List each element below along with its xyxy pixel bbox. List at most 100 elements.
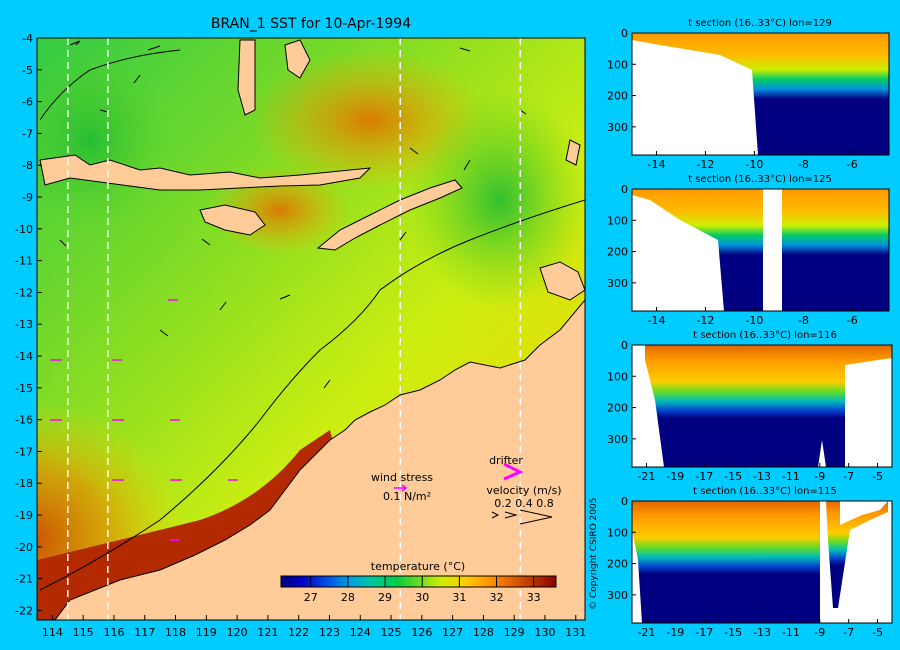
section-y-tick-label: 300 xyxy=(607,277,628,290)
buton-island xyxy=(284,39,311,79)
map-x-tick-label: 114 xyxy=(42,626,63,639)
map-x-tick-label: 115 xyxy=(73,626,94,639)
cool-patch-east xyxy=(410,90,585,310)
tanimbar-island xyxy=(565,139,581,166)
section-panel-2: t section (16..33°C) lon=125 -14 -12 -10 -8… xyxy=(607,174,890,327)
section-4-ocean-field xyxy=(632,501,820,623)
map-y-tick-label: -11 xyxy=(15,255,33,268)
depth-contour-line xyxy=(39,199,585,591)
section-x-tick-label: -8 xyxy=(798,314,809,327)
section-x-tick-label: -8 xyxy=(798,158,809,171)
map-x-tick-label: 123 xyxy=(319,626,340,639)
section-x-tick-label: -21 xyxy=(637,626,655,639)
section-lines xyxy=(67,38,522,620)
section-2-axes: -14 -12 -10 -8 -6 0 100 200 300 xyxy=(607,183,858,327)
section-y-tick-label: 100 xyxy=(607,370,628,383)
section-panel-1: t section (16..33°C) lon=129 -14 -12 -10 -8… xyxy=(607,18,890,171)
map-y-tick-label: -4 xyxy=(22,32,33,45)
section-x-tick-label: -14 xyxy=(647,314,665,327)
section-2-title: t section (16..33°C) lon=125 xyxy=(688,174,832,185)
map-y-tick-label: -15 xyxy=(15,382,33,395)
sulawesi-south-land xyxy=(237,39,256,116)
section-y-tick-label: 0 xyxy=(621,339,628,352)
section-x-tick-label: -21 xyxy=(637,470,655,483)
colorbar-tick-label: 30 xyxy=(415,591,429,604)
colorbar-tick-label: 31 xyxy=(452,591,466,604)
map-x-tick-label: 131 xyxy=(565,626,586,639)
section-1-ocean-field xyxy=(632,33,889,155)
section-x-tick-label: -5 xyxy=(872,470,883,483)
section-x-tick-label: -9 xyxy=(814,470,825,483)
map-y-tick-label: -16 xyxy=(15,414,33,427)
section-y-tick-label: 300 xyxy=(607,589,628,602)
colorbar-tick-label: 32 xyxy=(490,591,504,604)
section-4-ocean-field-east xyxy=(826,501,888,608)
section-y-tick-label: 200 xyxy=(607,558,628,571)
section-x-tick-label: -7 xyxy=(843,626,854,639)
wind-stress-label: wind stress xyxy=(371,471,433,484)
section-y-tick-label: 0 xyxy=(621,495,628,508)
shelf-contour-line xyxy=(39,49,181,121)
map-legend: wind stress 0.1 N/m² drifter velocity (m… xyxy=(371,454,562,525)
map-x-tick-label: 120 xyxy=(227,626,248,639)
section-2-ocean-field-west xyxy=(632,189,763,311)
map-y-tick-label: -21 xyxy=(15,573,33,586)
map-y-tick-label: -17 xyxy=(15,445,33,458)
map-y-tick-label: -14 xyxy=(15,350,33,363)
section-x-tick-label: -6 xyxy=(847,314,858,327)
colorbar-title: temperature (°C) xyxy=(371,560,465,573)
map-x-tick-label: 119 xyxy=(196,626,217,639)
section-3-ocean-field xyxy=(645,345,892,467)
map-x-tick-label: 125 xyxy=(381,626,402,639)
map-x-tick-label: 124 xyxy=(350,626,371,639)
section-y-tick-label: 200 xyxy=(607,90,628,103)
section-y-tick-label: 100 xyxy=(607,58,628,71)
section-x-tick-label: -12 xyxy=(696,158,714,171)
section-x-tick-label: -10 xyxy=(745,158,763,171)
section-x-tick-label: -15 xyxy=(724,626,742,639)
section-x-tick-label: -11 xyxy=(782,626,800,639)
section-x-tick-label: -11 xyxy=(782,470,800,483)
drifter-arrow-icon xyxy=(503,462,524,481)
map-y-tick-label: -22 xyxy=(15,604,33,617)
sumbawa-flores-island-chain xyxy=(39,154,372,191)
section-y-tick-label: 100 xyxy=(607,214,628,227)
map-x-tick-label: 128 xyxy=(473,626,494,639)
section-x-tick-label: -15 xyxy=(724,470,742,483)
velocity-scale-arrows-icon xyxy=(491,509,553,525)
section-1-frame xyxy=(631,32,890,156)
section-x-tick-label: -13 xyxy=(753,626,771,639)
map-x-tick-label: 127 xyxy=(442,626,463,639)
hot-coastal-band xyxy=(37,430,340,620)
section-2-frame xyxy=(631,188,890,312)
map-x-axis: 114 115 116 117 118 119 120 121 122 123 124 125 126 1… xyxy=(42,615,586,639)
section-y-tick-label: 300 xyxy=(607,433,628,446)
section-3-title: t section (16..33°C) lon=116 xyxy=(693,330,837,341)
section-x-tick-label: -17 xyxy=(695,470,713,483)
map-y-tick-label: -12 xyxy=(15,286,33,299)
drifter-label: drifter xyxy=(489,454,523,467)
map-y-tick-label: -8 xyxy=(22,159,33,172)
map-frame xyxy=(36,37,586,621)
map-y-tick-label: -10 xyxy=(15,223,33,236)
velocity-label: velocity (m/s) xyxy=(486,484,561,497)
map-y-tick-label: -7 xyxy=(22,127,33,140)
section-1-title: t section (16..33°C) lon=129 xyxy=(688,18,832,29)
wind-stress-arrow-icon xyxy=(394,484,408,492)
map-x-tick-label: 130 xyxy=(534,626,555,639)
section-x-tick-label: -17 xyxy=(695,626,713,639)
velocity-scale-values: 0.2 0.4 0.8 xyxy=(494,497,553,510)
map-y-tick-label: -13 xyxy=(15,318,33,331)
section-3-axes: -21 -19 -17 -15 -13 -11 -9 -7 -5 0 100 200 300 xyxy=(607,339,883,483)
map-y-tick-label: -19 xyxy=(15,509,33,522)
map-y-tick-label: -9 xyxy=(22,191,33,204)
map-x-tick-label: 126 xyxy=(411,626,432,639)
map-x-tick-label: 118 xyxy=(165,626,186,639)
australia-land xyxy=(54,299,585,620)
map-x-tick-label: 122 xyxy=(288,626,309,639)
section-x-tick-label: -6 xyxy=(847,158,858,171)
wind-stress-value: 0.1 N/m² xyxy=(383,490,431,503)
section-x-tick-label: -5 xyxy=(872,626,883,639)
colorbar-gradient xyxy=(280,575,557,588)
